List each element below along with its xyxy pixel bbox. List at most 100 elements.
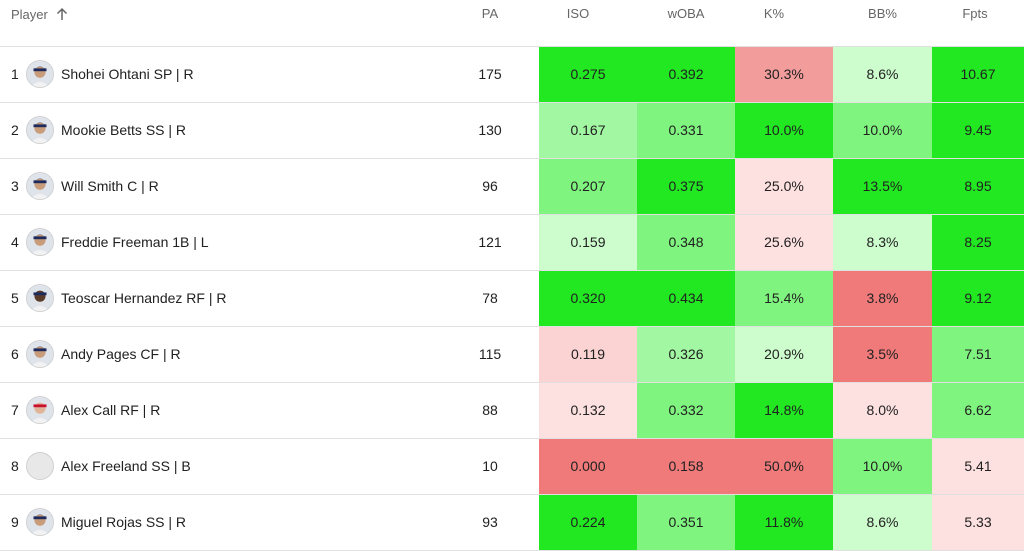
- player-avatar: [26, 284, 54, 312]
- cell-pa: 175: [478, 66, 502, 82]
- table-row[interactable]: 3 Will Smith C | R 96 0.207 0.375 25.0% 13.5% 8…: [0, 159, 1024, 215]
- cell-bb: 8.6%: [833, 495, 932, 550]
- cell-woba: 0.331: [637, 103, 735, 158]
- cell-woba: 0.326: [637, 327, 735, 382]
- row-rank: 1: [11, 66, 19, 82]
- column-header-player[interactable]: Player: [11, 6, 70, 22]
- cell-fpts: 8.95: [932, 159, 1024, 214]
- cell-fpts: 8.25: [932, 215, 1024, 270]
- cell-woba: 0.434: [637, 271, 735, 326]
- player-avatar: [26, 172, 54, 200]
- cell-bb: 3.5%: [833, 327, 932, 382]
- cell-woba: 0.351: [637, 495, 735, 550]
- player-avatar: [26, 60, 54, 88]
- cell-k: 30.3%: [735, 47, 833, 102]
- cell-pa: 78: [482, 290, 498, 306]
- player-name[interactable]: Alex Call RF | R: [61, 402, 161, 418]
- column-header-pa[interactable]: PA: [481, 6, 499, 21]
- cell-k: 10.0%: [735, 103, 833, 158]
- cell-k: 11.8%: [735, 495, 833, 550]
- player-name[interactable]: Freddie Freeman 1B | L: [61, 234, 209, 250]
- table-row[interactable]: 2 Mookie Betts SS | R 130 0.167 0.331 10.0% 10…: [0, 103, 1024, 159]
- cell-pa: 88: [482, 402, 498, 418]
- column-header-bb-pct[interactable]: BB%: [868, 6, 897, 21]
- cell-fpts: 5.41: [932, 439, 1024, 494]
- cell-fpts: 9.45: [932, 103, 1024, 158]
- cell-iso: 0.275: [539, 47, 637, 102]
- table-row[interactable]: 7 Alex Call RF | R 88 0.132 0.332 14.8% 8.0% 6.…: [0, 383, 1024, 439]
- cell-iso: 0.167: [539, 103, 637, 158]
- cell-k: 25.6%: [735, 215, 833, 270]
- row-rank: 6: [11, 346, 19, 362]
- cell-fpts: 6.62: [932, 383, 1024, 438]
- cell-pa: 10: [482, 458, 498, 474]
- cell-woba: 0.348: [637, 215, 735, 270]
- player-name[interactable]: Shohei Ohtani SP | R: [61, 66, 194, 82]
- cell-iso: 0.000: [539, 439, 637, 494]
- table-row[interactable]: 4 Freddie Freeman 1B | L 121 0.159 0.348 25.6…: [0, 215, 1024, 271]
- cell-iso: 0.320: [539, 271, 637, 326]
- cell-fpts: 9.12: [932, 271, 1024, 326]
- cell-fpts: 10.67: [932, 47, 1024, 102]
- row-rank: 3: [11, 178, 19, 194]
- cell-fpts: 7.51: [932, 327, 1024, 382]
- cell-pa: 93: [482, 514, 498, 530]
- cell-woba: 0.332: [637, 383, 735, 438]
- column-header-k-pct[interactable]: K%: [763, 6, 785, 21]
- cell-bb: 8.3%: [833, 215, 932, 270]
- cell-iso: 0.207: [539, 159, 637, 214]
- cell-iso: 0.119: [539, 327, 637, 382]
- column-header-iso[interactable]: ISO: [566, 6, 590, 21]
- player-avatar: [26, 340, 54, 368]
- cell-pa: 130: [478, 122, 502, 138]
- cell-bb: 8.6%: [833, 47, 932, 102]
- table-row[interactable]: 6 Andy Pages CF | R 115 0.119 0.326 20.9% 3.5%…: [0, 327, 1024, 383]
- row-rank: 4: [11, 234, 19, 250]
- cell-k: 20.9%: [735, 327, 833, 382]
- cell-k: 14.8%: [735, 383, 833, 438]
- player-name[interactable]: Miguel Rojas SS | R: [61, 514, 187, 530]
- cell-bb: 8.0%: [833, 383, 932, 438]
- column-header-fpts[interactable]: Fpts: [962, 6, 988, 21]
- column-header-woba[interactable]: wOBA: [667, 6, 705, 21]
- player-avatar: [26, 228, 54, 256]
- cell-bb: 3.8%: [833, 271, 932, 326]
- table-header: Player PA ISO wOBA K% BB% Fpts: [0, 0, 1024, 47]
- table-row[interactable]: 1 Shohei Ohtani SP | R 175 0.275 0.392 30.3% 8…: [0, 47, 1024, 103]
- table-row[interactable]: 9 Miguel Rojas SS | R 93 0.224 0.351 11.8% 8.6…: [0, 495, 1024, 551]
- cell-bb: 10.0%: [833, 439, 932, 494]
- cell-woba: 0.392: [637, 47, 735, 102]
- player-name[interactable]: Teoscar Hernandez RF | R: [61, 290, 227, 306]
- cell-k: 25.0%: [735, 159, 833, 214]
- cell-woba: 0.158: [637, 439, 735, 494]
- table-row[interactable]: 8 Alex Freeland SS | B 10 0.000 0.158 50.0% 10…: [0, 439, 1024, 495]
- cell-iso: 0.159: [539, 215, 637, 270]
- player-name[interactable]: Will Smith C | R: [61, 178, 159, 194]
- cell-pa: 96: [482, 178, 498, 194]
- table-body: 1 Shohei Ohtani SP | R 175 0.275 0.392 30.3% 8…: [0, 47, 1024, 551]
- cell-iso: 0.224: [539, 495, 637, 550]
- player-avatar: [26, 452, 54, 480]
- sort-ascending-icon[interactable]: [54, 6, 70, 22]
- player-avatar: [26, 508, 54, 536]
- player-avatar: [26, 116, 54, 144]
- cell-bb: 13.5%: [833, 159, 932, 214]
- row-rank: 2: [11, 122, 19, 138]
- cell-iso: 0.132: [539, 383, 637, 438]
- player-name[interactable]: Mookie Betts SS | R: [61, 122, 187, 138]
- row-rank: 9: [11, 514, 19, 530]
- player-avatar: [26, 396, 54, 424]
- cell-woba: 0.375: [637, 159, 735, 214]
- table-row[interactable]: 5 Teoscar Hernandez RF | R 78 0.320 0.434 15.…: [0, 271, 1024, 327]
- cell-pa: 115: [478, 346, 502, 362]
- row-rank: 7: [11, 402, 19, 418]
- column-header-player-label: Player: [11, 6, 48, 22]
- player-name[interactable]: Andy Pages CF | R: [61, 346, 181, 362]
- cell-pa: 121: [478, 234, 502, 250]
- player-name[interactable]: Alex Freeland SS | B: [61, 458, 191, 474]
- cell-k: 15.4%: [735, 271, 833, 326]
- row-rank: 5: [11, 290, 19, 306]
- cell-k: 50.0%: [735, 439, 833, 494]
- row-rank: 8: [11, 458, 19, 474]
